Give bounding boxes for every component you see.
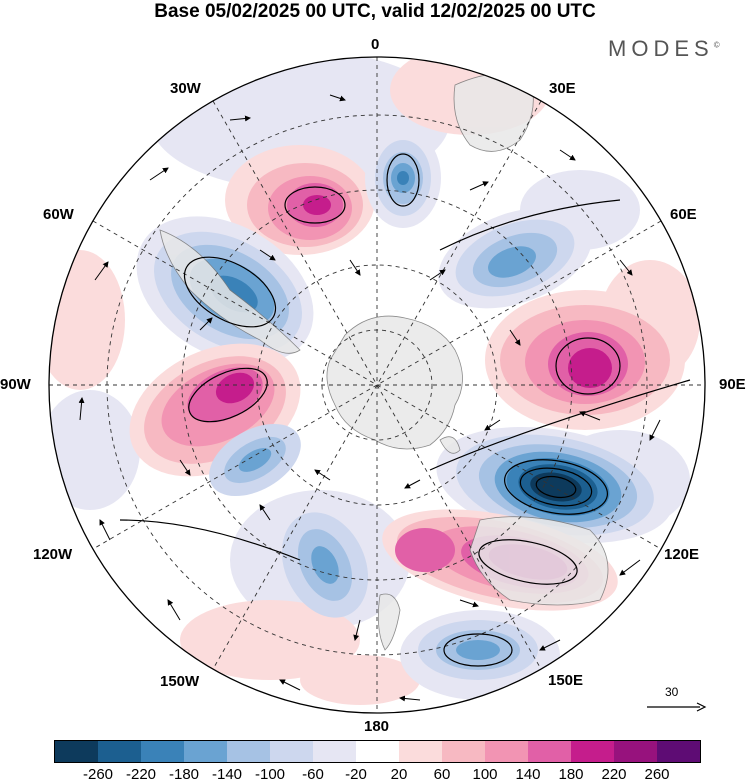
wind-scale-label: 30 <box>665 685 679 699</box>
lon-label-30e: 30E <box>549 80 576 97</box>
colorbar-swatch <box>485 741 528 762</box>
colorbar-swatch <box>184 741 227 762</box>
map-border <box>48 56 706 714</box>
colorbar-swatch <box>227 741 270 762</box>
lon-label-150e: 150E <box>548 672 584 689</box>
negative-anomaly-45e <box>438 207 592 309</box>
colorbar-swatch <box>528 741 571 762</box>
colorbar-swatch <box>55 741 98 762</box>
light-pos-region <box>49 250 125 390</box>
colorbar-swatch <box>614 741 657 762</box>
colorbar-swatch <box>571 741 614 762</box>
contour-lines <box>119 153 691 667</box>
colorbar-tick-label: -20 <box>345 766 367 783</box>
lon-label-60e: 60E <box>670 206 697 223</box>
colorbar-swatch <box>657 741 700 762</box>
positive-anomaly-80e <box>485 290 685 430</box>
landmasses <box>159 73 609 651</box>
colorbar-tick-label: -140 <box>211 766 243 783</box>
brand-mark: © <box>713 40 720 50</box>
colorbar-tick-label: 260 <box>644 766 670 783</box>
colorbar-tick-label: -180 <box>168 766 200 783</box>
modes-logo: MODES© <box>608 36 720 62</box>
colorbar-tick-label: -260 <box>82 766 114 783</box>
lon-label-60w: 60W <box>43 206 74 223</box>
wind-vectors <box>78 94 661 702</box>
colorbar-swatch <box>270 741 313 762</box>
new-zealand <box>377 593 401 651</box>
map-title: Base 05/02/2025 00 UTC, valid 12/02/2025… <box>154 1 596 22</box>
colorbar-swatch <box>356 741 399 762</box>
lon-label-150w: 150W <box>160 673 200 690</box>
colorbar-tick-label: 140 <box>515 766 541 783</box>
lon-label-180: 180 <box>364 718 390 735</box>
colorbar-swatch <box>313 741 356 762</box>
lon-label-120w: 120W <box>33 546 73 563</box>
colorbar-tick-label: 220 <box>601 766 627 783</box>
light-pos-region <box>180 600 360 680</box>
light-pos-region <box>300 655 420 705</box>
colorbar <box>54 740 701 763</box>
lon-label-90w: 90W <box>0 376 31 393</box>
light-neg-region <box>49 390 140 510</box>
colorbar-tick-label: 20 <box>390 766 408 783</box>
colorbar-swatch <box>399 741 442 762</box>
colorbar-tick-label: -100 <box>254 766 286 783</box>
colorbar-swatch <box>141 741 184 762</box>
colorbar-tick-label: -220 <box>125 766 157 783</box>
graticule <box>49 57 705 713</box>
lon-label-90e: 90E <box>719 376 746 393</box>
negative-anomaly-0 <box>365 128 441 228</box>
kerguelen <box>439 436 461 454</box>
antarctica <box>326 315 463 450</box>
lon-label-30w: 30W <box>170 80 201 97</box>
colorbar-swatch <box>98 741 141 762</box>
anomaly-field <box>49 57 705 713</box>
negative-anomaly-160e <box>418 620 538 680</box>
lon-label-0: 0 <box>371 36 380 53</box>
negative-anomaly-140w <box>281 512 369 618</box>
colorbar-tick-label: 180 <box>558 766 584 783</box>
lon-label-120e: 120E <box>664 546 700 563</box>
brand-text: MODES <box>608 36 714 61</box>
colorbar-swatch <box>442 741 485 762</box>
colorbar-tick-label: 60 <box>433 766 451 783</box>
colorbar-tick-label: -60 <box>302 766 324 783</box>
colorbar-tick-label: 100 <box>472 766 498 783</box>
wind-scale-arrow <box>647 702 707 712</box>
